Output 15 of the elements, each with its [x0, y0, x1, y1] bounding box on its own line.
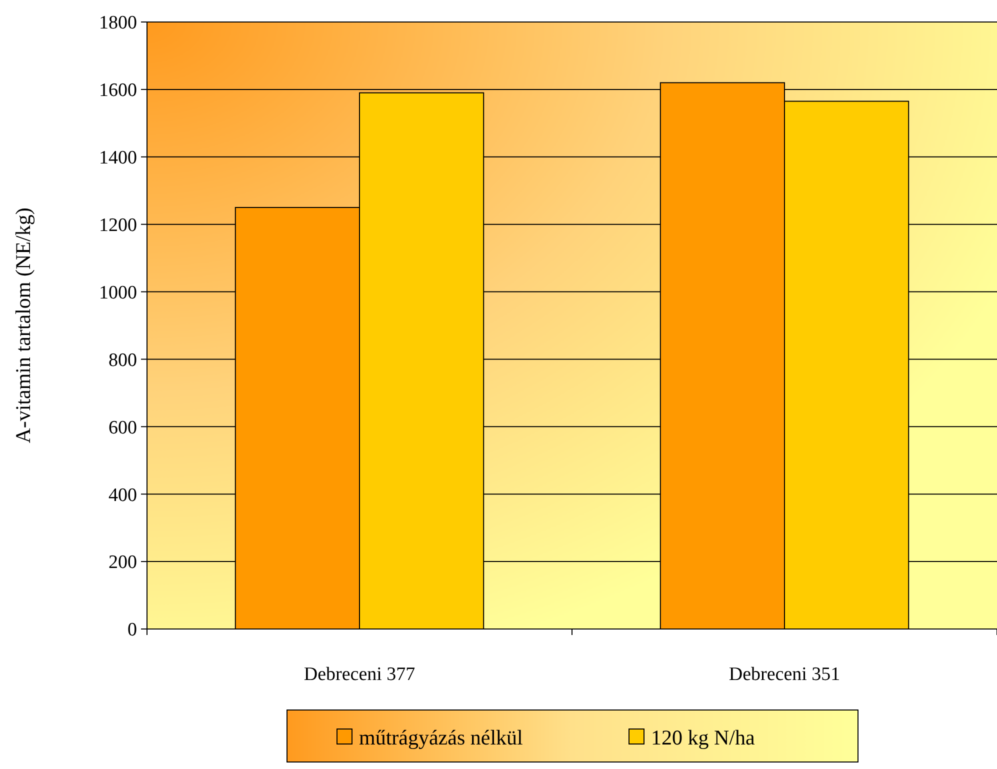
- y-tick-label: 200: [108, 552, 137, 574]
- y-tick-label: 600: [108, 417, 137, 438]
- y-tick-label: 1000: [99, 282, 137, 304]
- x-tick-label: Debreceni 351: [728, 664, 840, 685]
- y-tick-label: 1400: [99, 148, 137, 169]
- legend-label: műtrágyázás nélkül: [359, 725, 524, 750]
- y-tick-label: 400: [108, 484, 137, 506]
- y-tick-label: 1800: [99, 12, 137, 34]
- y-axis-title: A-vitamin tartalom (NE/kg): [11, 208, 35, 444]
- x-tick-label: Debreceni 377: [304, 664, 416, 685]
- y-tick-label: 0: [128, 620, 137, 641]
- y-tick-label: 800: [108, 350, 137, 371]
- y-tick-label: 1600: [99, 80, 137, 102]
- legend-label: 120 kg N/ha: [651, 725, 756, 750]
- y-tick-label: 1200: [99, 214, 137, 236]
